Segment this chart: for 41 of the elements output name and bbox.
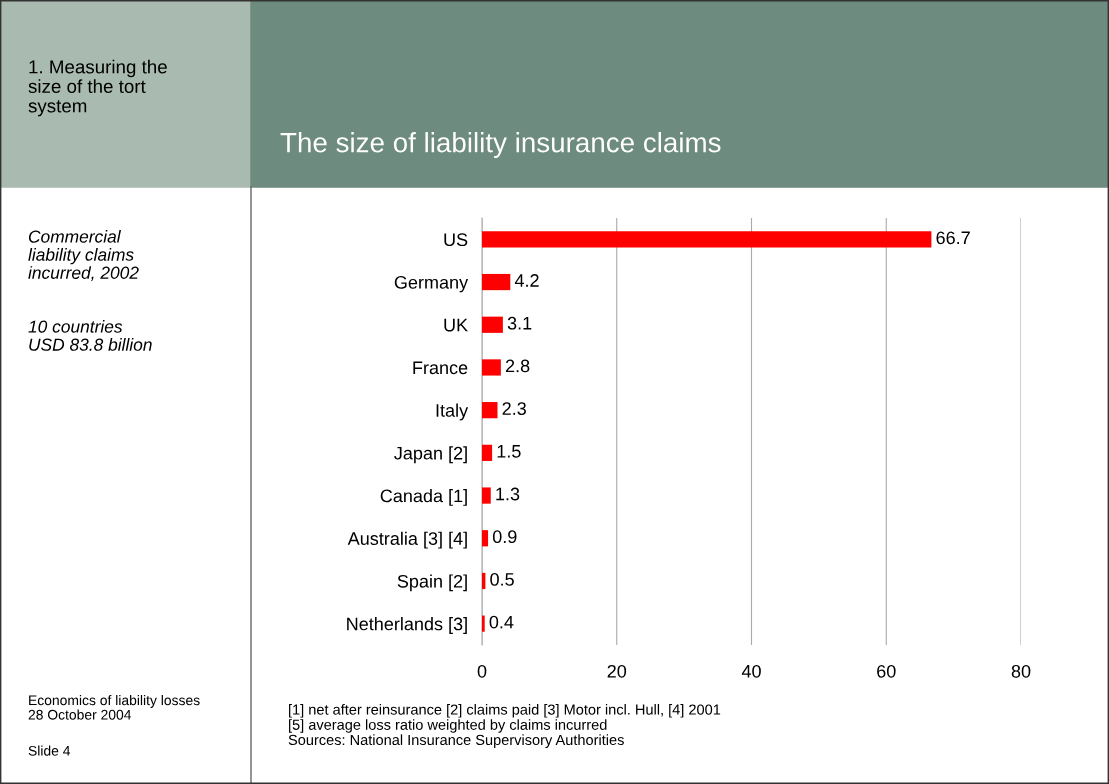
data-label: 0.5 bbox=[490, 573, 514, 586]
chart-title: The size of liability insurance claims bbox=[280, 132, 721, 158]
x-tick-label: 40 bbox=[741, 664, 761, 678]
data-label: 4.2 bbox=[514, 274, 539, 287]
x-tick-label: 20 bbox=[607, 664, 627, 678]
text: 1. Measuring the size of the tort system bbox=[28, 59, 167, 117]
data-label: 3.1 bbox=[507, 316, 532, 330]
y-tick-label: Spain [2] bbox=[397, 574, 467, 592]
y-tick-label: Canada [1] bbox=[380, 489, 467, 506]
data-label: 0.9 bbox=[492, 530, 517, 544]
text: [1] net after reinsurance [2] claims paid [3] Motor incl. Hull, [4] 2001 [5] average loss ratio weighted by claims incurred Sources: National Insurance Supervisory Authorities bbox=[288, 704, 721, 748]
x-tick-label: 60 bbox=[877, 664, 896, 678]
y-tick-label: Netherlands [3] bbox=[347, 617, 467, 634]
bar bbox=[482, 615, 485, 632]
y-tick-label: Australia [3] [4] bbox=[347, 531, 467, 549]
text: Slide 4 bbox=[28, 745, 71, 756]
data-label: 1.5 bbox=[497, 445, 521, 458]
bar bbox=[482, 487, 491, 504]
y-tick-label: Italy bbox=[436, 403, 469, 421]
bar bbox=[482, 316, 503, 333]
bar bbox=[482, 359, 501, 376]
bar bbox=[482, 231, 932, 248]
x-tick-label: 80 bbox=[1011, 664, 1031, 678]
data-label: 0.4 bbox=[489, 615, 514, 629]
y-tick-label: France bbox=[413, 361, 468, 375]
data-label: 2.8 bbox=[505, 359, 530, 373]
text: 10 countries USD 83.8 billion bbox=[28, 320, 152, 351]
text: Commercial liability claims incurred, 2002 bbox=[28, 230, 139, 281]
y-tick-label: US bbox=[444, 233, 468, 247]
data-label: 1.3 bbox=[496, 487, 520, 501]
bar bbox=[482, 273, 511, 291]
y-tick-label: Germany bbox=[394, 275, 469, 293]
bar bbox=[482, 444, 493, 461]
bar bbox=[482, 402, 498, 419]
y-tick-label: UK bbox=[444, 318, 468, 332]
data-label: 66.7 bbox=[936, 231, 970, 245]
data-label: 2.3 bbox=[502, 402, 526, 415]
bar bbox=[482, 530, 489, 547]
y-tick-label: Japan [2] bbox=[394, 446, 467, 464]
x-tick-label: 0 bbox=[477, 664, 487, 678]
text: Economics of liability losses 28 October 2004 bbox=[28, 695, 200, 720]
